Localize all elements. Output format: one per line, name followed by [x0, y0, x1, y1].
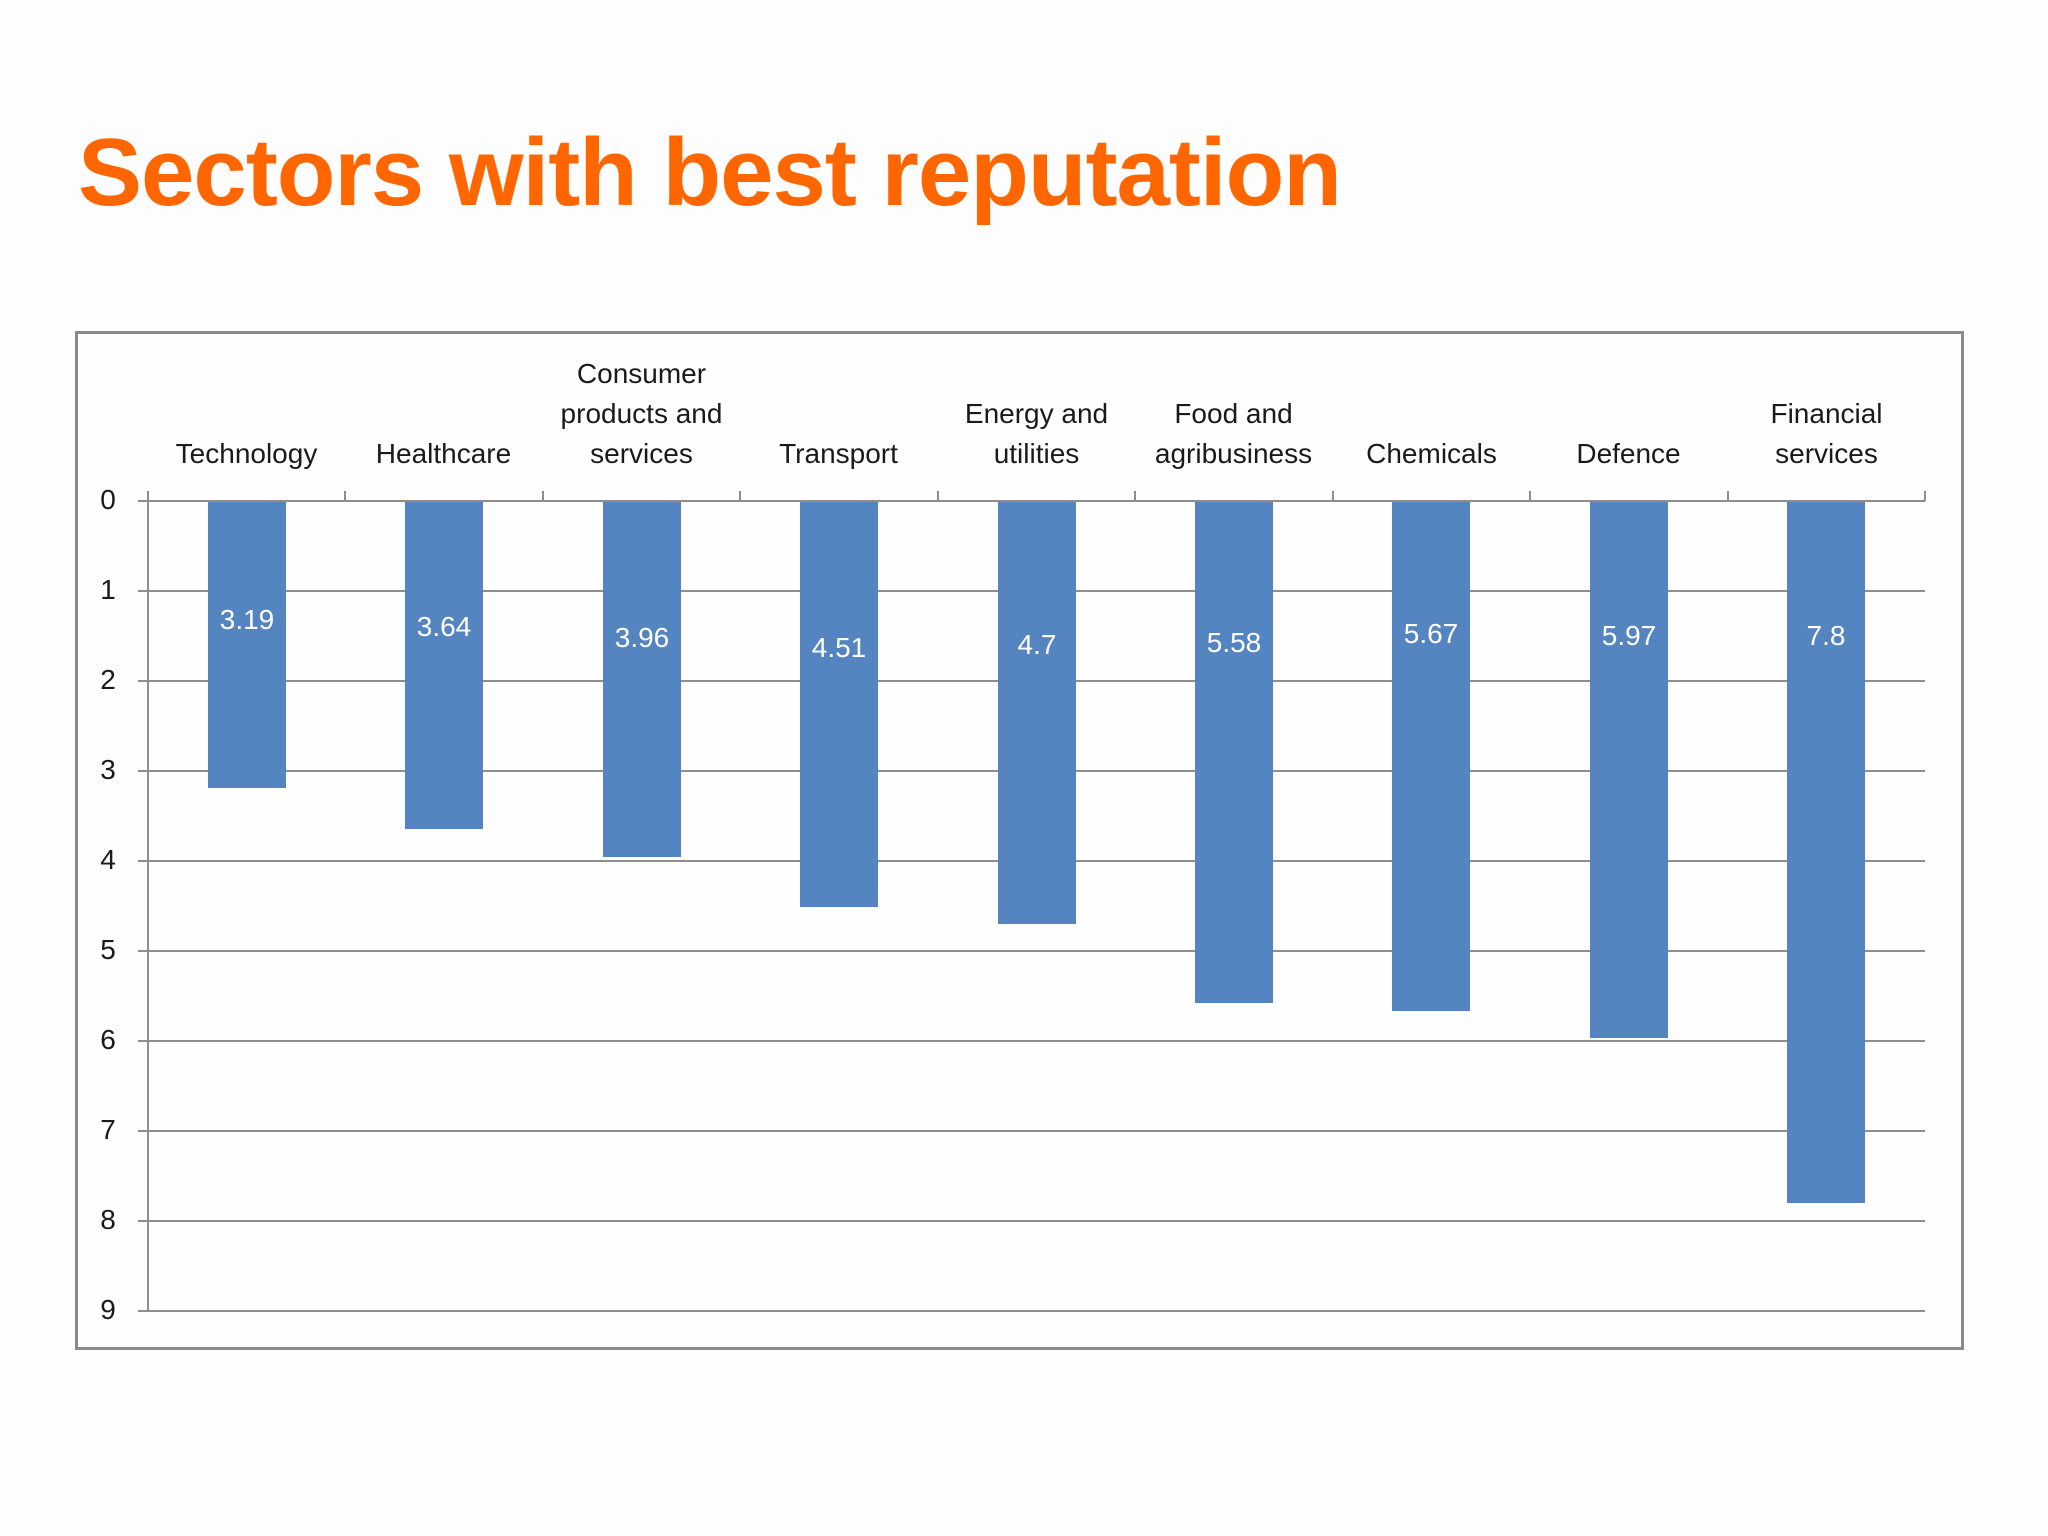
category-label-line: Energy and — [964, 398, 1109, 429]
category-label-line: Consumer — [576, 358, 707, 389]
data-label: 3.19 — [219, 604, 275, 635]
gridline — [138, 1220, 1925, 1222]
x-axis-tick — [1727, 491, 1729, 501]
data-label: 3.96 — [614, 622, 670, 653]
gridline — [138, 1130, 1925, 1132]
data-label: 4.7 — [1017, 629, 1057, 660]
y-tick-label: 3 — [100, 754, 116, 785]
category-label-line: Defence — [1576, 438, 1681, 469]
bar — [1590, 502, 1668, 1038]
category-label: Food and agribusiness — [1135, 394, 1332, 474]
data-label: 3.64 — [416, 611, 472, 642]
y-tick-label: 0 — [100, 484, 116, 515]
y-tick-label: 9 — [100, 1294, 116, 1325]
gridline — [138, 1040, 1925, 1042]
data-label: 5.67 — [1403, 618, 1459, 649]
y-tick-label: 4 — [100, 844, 116, 875]
data-label: 5.97 — [1601, 620, 1657, 651]
category-label-line: services — [1775, 438, 1878, 469]
x-axis-tick — [1134, 491, 1136, 501]
slide-title: Sectors with best reputation — [78, 119, 1342, 226]
category-label: Healthcare — [345, 434, 542, 474]
bar — [800, 502, 878, 907]
x-axis-line — [138, 500, 1925, 502]
y-tick-label: 7 — [100, 1114, 116, 1145]
gridline — [138, 1310, 1925, 1312]
category-label: Defence — [1530, 434, 1727, 474]
bar — [1787, 502, 1865, 1203]
y-tick-label: 6 — [100, 1024, 116, 1055]
category-label-line: agribusiness — [1154, 438, 1313, 469]
x-axis-tick — [1924, 491, 1926, 501]
y-axis-line — [147, 491, 149, 1312]
x-axis-tick — [542, 491, 544, 501]
bar — [1195, 502, 1273, 1003]
bar — [405, 502, 483, 829]
x-axis-tick — [1332, 491, 1334, 501]
y-tick-label: 5 — [100, 934, 116, 965]
gridline — [138, 950, 1925, 952]
data-label: 4.51 — [811, 632, 867, 663]
data-label: 7.8 — [1806, 620, 1846, 651]
category-label-line: services — [590, 438, 693, 469]
category-label: Financial services — [1728, 394, 1925, 474]
data-label: 5.58 — [1206, 627, 1262, 658]
bar — [1392, 502, 1470, 1011]
category-label-line: Financial — [1770, 398, 1883, 429]
category-label: Energy and utilities — [938, 394, 1135, 474]
category-label-line: Healthcare — [375, 438, 512, 469]
x-axis-tick — [1529, 491, 1531, 501]
category-label: Transport — [740, 434, 937, 474]
bar — [603, 502, 681, 857]
category-label-line: Transport — [779, 438, 898, 469]
category-label-line: Food and — [1174, 398, 1293, 429]
bar — [208, 502, 286, 788]
category-label-line: products and — [560, 398, 723, 429]
category-label: Chemicals — [1333, 434, 1530, 474]
x-axis-tick — [344, 491, 346, 501]
category-label-line: Chemicals — [1366, 438, 1497, 469]
y-tick-label: 2 — [100, 664, 116, 695]
x-axis-tick — [937, 491, 939, 501]
category-label: Technology — [148, 434, 345, 474]
bar — [998, 502, 1076, 924]
y-tick-label: 8 — [100, 1204, 116, 1235]
category-label: Consumer products and services — [543, 354, 740, 474]
y-tick-label: 1 — [100, 574, 116, 605]
x-axis-tick — [739, 491, 741, 501]
category-label-line: utilities — [993, 438, 1080, 469]
category-label-line: Technology — [175, 438, 318, 469]
